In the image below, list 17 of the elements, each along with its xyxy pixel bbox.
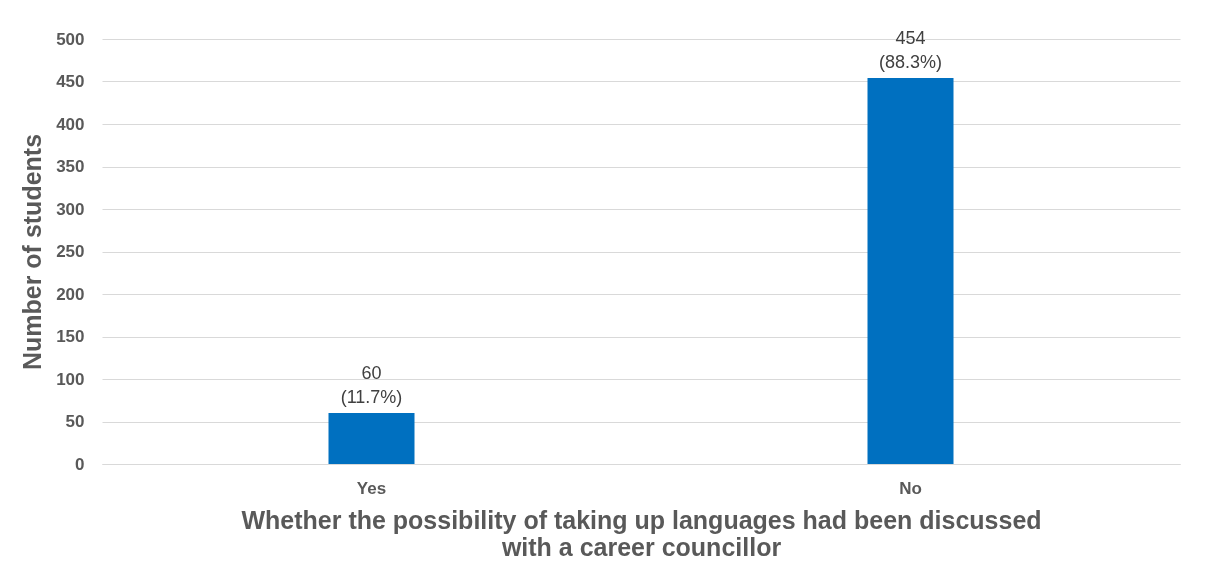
x-tick-label: No [899,478,922,498]
y-tick-label: 150 [56,327,85,346]
y-tick-label: 250 [56,242,85,261]
y-tick-label: 50 [65,412,85,431]
x-tick-label: Yes [356,478,387,498]
y-tick-label: 0 [75,454,85,474]
y-tick-label: 400 [56,114,85,134]
y-tick-label: 450 [56,72,85,91]
y-tick-label: 350 [56,157,85,176]
y-tick-label: 500 [56,29,85,49]
data-label: 60 (11.7%) [340,363,403,407]
x-axis-title: Whether the possibility of taking up languages had been discussed with a career councillor [241,505,1042,561]
data-label: 454 (88.3%) [878,28,943,73]
y-tick-label: 300 [56,199,85,219]
y-tick-label: 200 [56,284,85,304]
y-tick-label: 100 [56,369,85,389]
y-axis-title: Number of students [18,133,47,371]
